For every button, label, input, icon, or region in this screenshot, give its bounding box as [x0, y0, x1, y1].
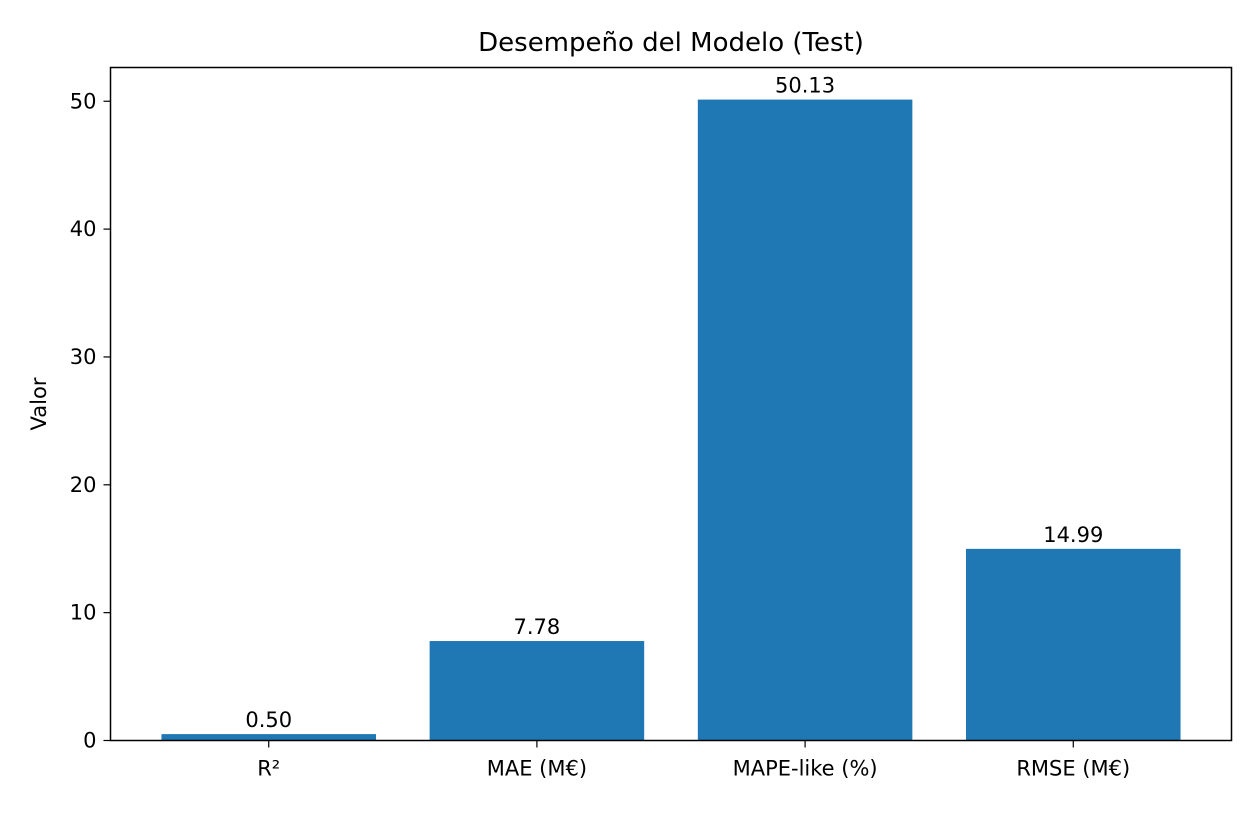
bar-0: [161, 734, 376, 741]
bar-value-label-3: 14.99: [1043, 523, 1103, 547]
y-tick-label-2: 20: [70, 473, 97, 497]
bar-1: [429, 641, 645, 741]
chart-title: Desempeño del Modelo (Test): [478, 28, 864, 58]
y-axis-label: Valor: [27, 377, 51, 430]
y-tick-label-1: 10: [70, 601, 97, 625]
bar-value-label-0: 0.50: [245, 708, 292, 732]
data-labels-layer: 0.50 7.78 50.13 14.99: [245, 74, 1103, 733]
y-tick-label-4: 40: [70, 217, 97, 241]
x-tick-label-1: MAE (M€): [487, 757, 587, 781]
x-tick-label-3: RMSE (M€): [1016, 757, 1130, 781]
bar-2: [697, 99, 913, 741]
y-tick-label-3: 30: [70, 345, 97, 369]
plot-frame: [109, 66, 1233, 742]
bars-layer: [161, 99, 1181, 741]
bar-value-label-1: 7.78: [514, 615, 561, 639]
y-tick-label-5: 50: [70, 89, 97, 113]
x-tick-label-2: MAPE-like (%): [733, 757, 878, 781]
y-axis: 0 10 20 30 40 50: [70, 89, 111, 753]
x-tick-label-0: R²: [257, 757, 280, 781]
y-tick-label-0: 0: [83, 729, 96, 753]
x-axis: R² MAE (M€) MAPE-like (%) RMSE (M€): [257, 740, 1130, 781]
bar-3: [966, 548, 1181, 741]
bar-value-label-2: 50.13: [775, 74, 835, 98]
